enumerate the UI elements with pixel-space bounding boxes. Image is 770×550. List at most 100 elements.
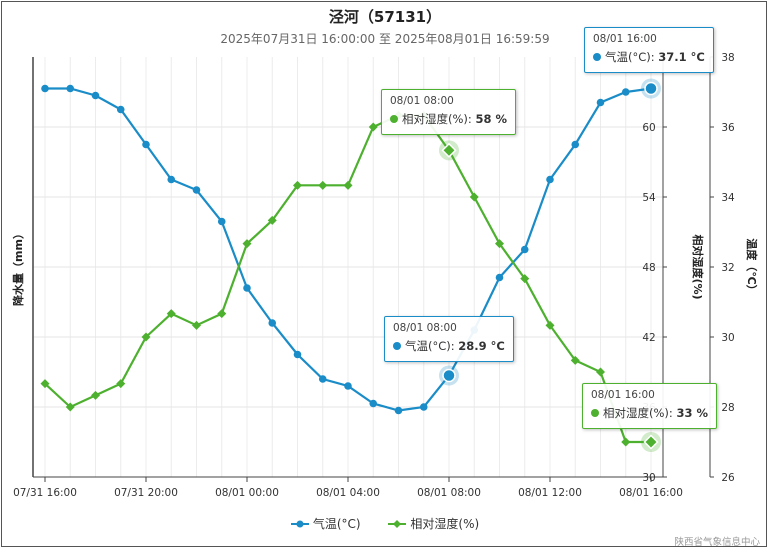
y-tick-label-temperature: 38 <box>721 52 734 64</box>
tooltip-value: 58 % <box>475 112 507 126</box>
data-point-humidity <box>242 239 252 249</box>
data-point-temperature <box>520 245 529 254</box>
tooltip-series-dot <box>593 53 601 61</box>
data-point-humidity <box>293 180 302 190</box>
highlight-point-humidity <box>643 434 659 450</box>
data-point-temperature <box>91 91 100 100</box>
tooltip-time: 08/01 16:00 <box>593 33 657 45</box>
chart-subtitle: 2025年07月31日 16:00:00 至 2025年08月01日 16:59… <box>220 32 550 46</box>
tooltip-temperature-0800: 08/01 08:00 气温(°C): 28.9 °C <box>384 316 514 362</box>
data-point-humidity <box>621 437 631 447</box>
highlight-point-humidity <box>441 142 457 158</box>
highlight-point-temperature <box>442 368 456 383</box>
x-tick-label: 08/01 16:00 <box>619 487 683 499</box>
tooltip-label: 气温(°C) <box>405 339 451 353</box>
tooltip-humidity-0800: 08/01 08:00 相对湿度(%): 58 % <box>381 89 516 135</box>
tooltip-label: 相对湿度(%) <box>603 406 669 420</box>
data-point-humidity <box>40 379 50 389</box>
data-point-temperature <box>495 273 504 282</box>
x-tick-label: 08/01 08:00 <box>417 487 481 499</box>
tooltip-label: 相对湿度(%) <box>402 112 468 126</box>
data-point-temperature <box>419 403 428 411</box>
data-point-humidity <box>368 122 378 132</box>
y-tick-label-humidity: 30 <box>642 472 655 484</box>
data-point-humidity <box>166 309 176 319</box>
tooltip-series-dot <box>393 342 401 350</box>
data-point-humidity <box>570 355 580 365</box>
data-point-humidity <box>217 309 227 319</box>
legend-label-temperature: 气温(°C) <box>312 517 361 531</box>
data-point-temperature <box>243 284 251 292</box>
data-point-humidity <box>495 239 504 249</box>
data-point-temperature <box>41 84 49 93</box>
data-point-humidity <box>596 367 605 377</box>
credit-text: 陕西省气象信息中心 <box>674 537 760 548</box>
legend-temperature-icon <box>290 520 309 528</box>
data-point-temperature <box>167 175 176 184</box>
data-point-humidity <box>469 192 479 202</box>
y-tick-label-humidity: 42 <box>642 332 655 344</box>
y-tick-label-temperature: 36 <box>721 122 735 134</box>
y-tick-label-temperature: 30 <box>721 332 734 344</box>
data-point-humidity <box>318 180 328 190</box>
data-point-temperature <box>394 406 403 415</box>
y-tick-label-humidity: 60 <box>642 122 655 134</box>
tooltip-time: 08/01 08:00 <box>390 95 454 107</box>
data-point-humidity <box>545 320 555 330</box>
data-point-humidity <box>116 379 126 389</box>
data-point-temperature <box>293 350 302 359</box>
tooltip-value: 37.1 °C <box>658 50 705 64</box>
tooltip-time: 08/01 16:00 <box>591 389 655 401</box>
chart-legend[interactable]: 气温(°C) 相对湿度(%) <box>0 515 770 532</box>
data-point-temperature <box>192 186 201 194</box>
x-tick-label: 08/01 00:00 <box>215 487 279 499</box>
x-tick-label: 07/31 20:00 <box>114 487 178 499</box>
data-point-temperature <box>268 319 277 327</box>
data-point-temperature <box>142 140 150 149</box>
y-axis-title-temperature: 温度（℃） <box>745 238 759 295</box>
data-point-temperature <box>217 217 226 226</box>
highlight-point-temperature <box>644 81 658 96</box>
data-point-temperature <box>344 382 352 390</box>
tooltip-value: 28.9 °C <box>458 339 505 353</box>
data-point-temperature <box>596 98 605 107</box>
x-tick-label: 08/01 04:00 <box>316 487 380 499</box>
y-axis-title-left: 降水量（mm） <box>11 228 25 306</box>
data-point-temperature <box>621 88 630 96</box>
data-point-temperature <box>318 375 327 383</box>
data-point-humidity <box>520 274 530 284</box>
data-point-humidity <box>141 332 151 342</box>
legend-humidity-icon <box>388 520 407 528</box>
legend-item-humidity[interactable]: 相对湿度(%) <box>388 515 479 532</box>
y-tick-label-temperature: 28 <box>721 402 734 414</box>
tooltip-temperature-1600: 08/01 16:00 气温(°C): 37.1 °C <box>584 27 714 73</box>
x-tick-label: 07/31 16:00 <box>13 487 77 499</box>
y-tick-label-temperature: 26 <box>721 472 735 484</box>
data-point-humidity <box>267 215 277 225</box>
y-tick-label-temperature: 32 <box>721 262 734 274</box>
y-tick-label-temperature: 34 <box>721 192 735 204</box>
data-point-humidity <box>65 402 75 412</box>
tooltip-time: 08/01 08:00 <box>393 322 457 334</box>
data-point-temperature <box>369 399 378 408</box>
data-point-temperature <box>571 140 580 149</box>
legend-item-temperature[interactable]: 气温(°C) <box>290 515 361 532</box>
y-tick-label-humidity: 54 <box>642 192 656 204</box>
tooltip-label: 气温(°C) <box>605 50 651 64</box>
data-point-humidity <box>91 390 100 400</box>
data-point-temperature <box>546 175 554 184</box>
legend-label-humidity: 相对湿度(%) <box>410 517 480 531</box>
tooltip-value: 33 % <box>676 406 708 420</box>
y-axis-title-humidity: 相对湿度(%) <box>691 234 705 299</box>
tooltip-series-dot <box>591 409 599 417</box>
tooltip-humidity-1600: 08/01 16:00 相对湿度(%): 33 % <box>582 383 717 429</box>
y-tick-label-humidity: 48 <box>642 262 655 274</box>
data-point-humidity <box>343 180 353 190</box>
x-tick-label: 08/01 12:00 <box>518 487 582 499</box>
tooltip-series-dot <box>390 115 398 123</box>
data-point-temperature <box>116 105 125 114</box>
chart-title: 泾河（57131） <box>328 8 442 26</box>
data-point-humidity <box>192 320 201 330</box>
data-point-temperature <box>66 84 75 93</box>
